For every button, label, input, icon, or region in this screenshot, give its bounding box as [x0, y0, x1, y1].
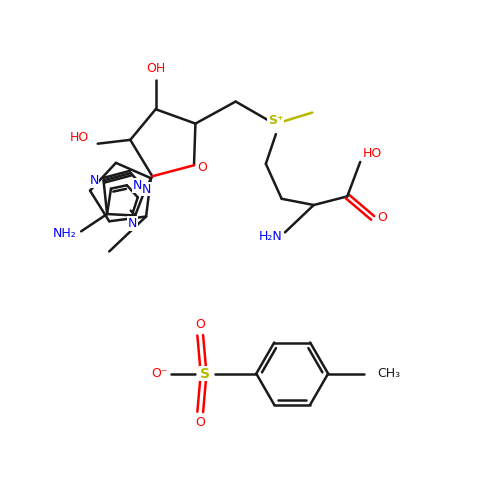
- Text: O: O: [377, 211, 387, 225]
- Text: N: N: [128, 217, 137, 230]
- Text: S: S: [200, 366, 210, 381]
- Text: HO: HO: [70, 131, 89, 145]
- Text: CH₃: CH₃: [377, 367, 400, 380]
- Text: OH: OH: [146, 62, 165, 76]
- Text: N: N: [89, 174, 99, 187]
- Text: O⁻: O⁻: [151, 367, 168, 380]
- Text: O: O: [195, 416, 205, 429]
- Text: N: N: [142, 182, 151, 196]
- Text: N: N: [133, 179, 142, 192]
- Text: H₂N: H₂N: [259, 229, 283, 243]
- Text: O: O: [198, 161, 207, 174]
- Text: S⁺: S⁺: [268, 114, 284, 127]
- Text: NH₂: NH₂: [53, 227, 76, 240]
- Text: HO: HO: [363, 147, 382, 160]
- Text: O: O: [195, 318, 205, 331]
